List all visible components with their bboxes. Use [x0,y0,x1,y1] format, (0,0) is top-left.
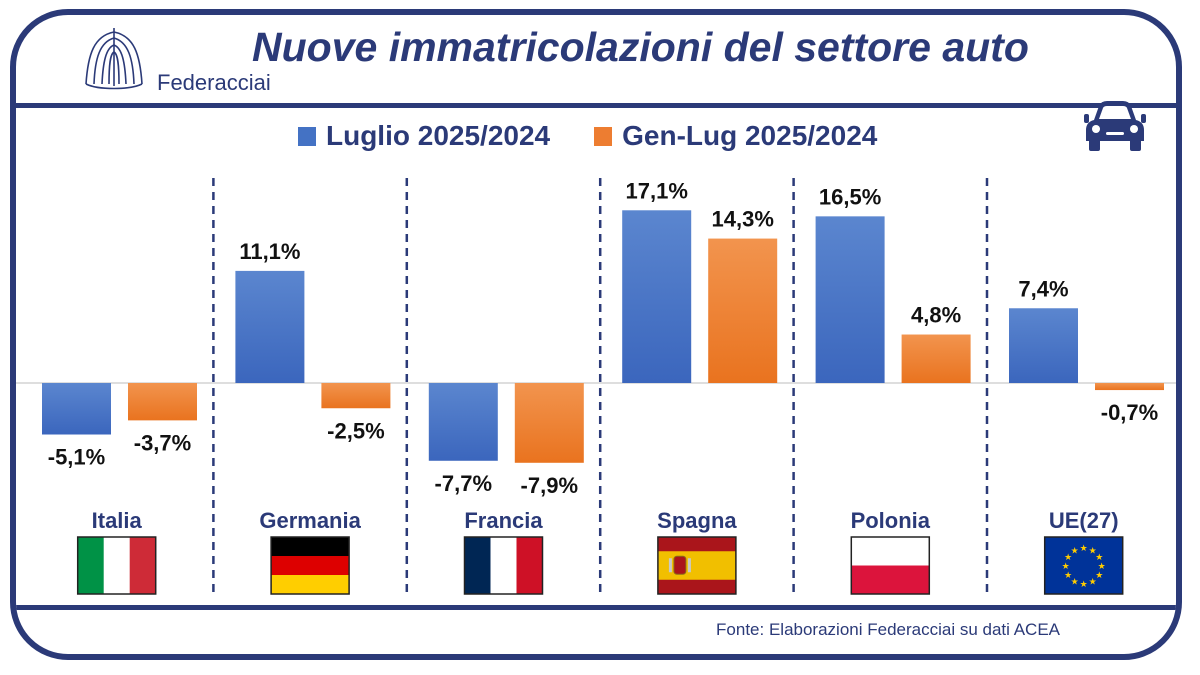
svg-text:★: ★ [1095,553,1103,563]
car-icon [1084,101,1146,151]
bar-italia-series-2 [128,383,197,421]
bar-germania-series-2 [321,383,391,409]
svg-text:★: ★ [1080,580,1088,590]
svg-text:★: ★ [1064,553,1072,563]
legend-swatch-genlug [594,126,613,146]
data-label-italia-series-2: -3,7% [134,430,191,455]
data-label-ue27-series-2: -0,7% [1101,400,1158,425]
data-label-ue27-series-1: 7,4% [1018,276,1068,301]
category-label-italia: Italia [92,508,143,533]
legend-item-genlug: Gen-Lug 2025/2024 [594,120,877,152]
eu-flag-icon: ★★★★★★★★★ ★ ★★ [1043,536,1124,595]
poland-flag-icon [850,536,931,595]
bar-ue27-series-1 [1009,308,1078,383]
category-label-spagna: Spagna [657,508,737,533]
svg-text:★: ★ [1080,544,1088,554]
svg-text:★: ★ [1089,546,1097,556]
svg-text:★: ★ [1062,562,1070,572]
data-label-polonia-series-1: 16,5% [819,184,881,209]
legend-label-luglio: Luglio 2025/2024 [326,120,551,151]
header-divider [16,103,1176,108]
bar-francia-series-2 [514,383,584,463]
legend-item-luglio: Luglio 2025/2024 [298,120,550,152]
data-label-germania-series-1: 11,1% [239,239,300,264]
legend-label-genlug: Gen-Lug 2025/2024 [622,120,878,151]
data-label-italia-series-1: -5,1% [48,445,105,470]
bar-ue27-series-2 [1095,383,1164,391]
data-label-francia-series-1: -7,7% [435,471,492,496]
category-label-ue27: UE(27) [1049,508,1119,533]
legend: Luglio 2025/2024 Gen-Lug 2025/2024 [298,116,921,156]
svg-text:★: ★ [1098,562,1106,572]
bar-polonia-series-2 [901,334,971,383]
svg-text:★: ★ [1071,546,1079,556]
france-flag-icon [463,536,544,595]
svg-text:★: ★ [1064,571,1072,581]
bar-spagna-series-2 [708,238,778,383]
category-label-germania: Germania [259,508,361,533]
bar-polonia-series-1 [815,216,885,383]
bar-italia-series-1 [42,383,111,435]
chart-title: Nuove immatricolazioni del settore auto [252,24,1029,70]
federacciai-logo-icon [85,28,143,90]
legend-swatch-luglio [298,126,316,146]
footer-divider [16,605,1176,610]
data-label-polonia-series-2: 4,8% [911,303,961,328]
data-label-francia-series-2: -7,9% [521,473,578,498]
category-label-polonia: Polonia [851,508,931,533]
italy-flag-icon [76,536,157,595]
bar-spagna-series-1 [622,210,692,383]
data-label-spagna-series-1: 17,1% [626,178,688,203]
svg-text:★: ★ [1089,578,1097,588]
bar-francia-series-1 [428,383,498,461]
category-label-francia: Francia [464,508,543,533]
brand-name: Federacciai [157,70,271,95]
germany-flag-icon [270,536,350,595]
data-label-germania-series-2: -2,5% [327,418,384,443]
data-label-spagna-series-2: 14,3% [712,207,774,232]
svg-text:★: ★ [1071,578,1079,588]
svg-text:★: ★ [1095,571,1103,581]
source-note: Fonte: Elaborazioni Federacciai su dati … [716,620,1060,639]
bar-germania-series-1 [235,270,305,383]
spain-flag-icon [657,536,737,595]
